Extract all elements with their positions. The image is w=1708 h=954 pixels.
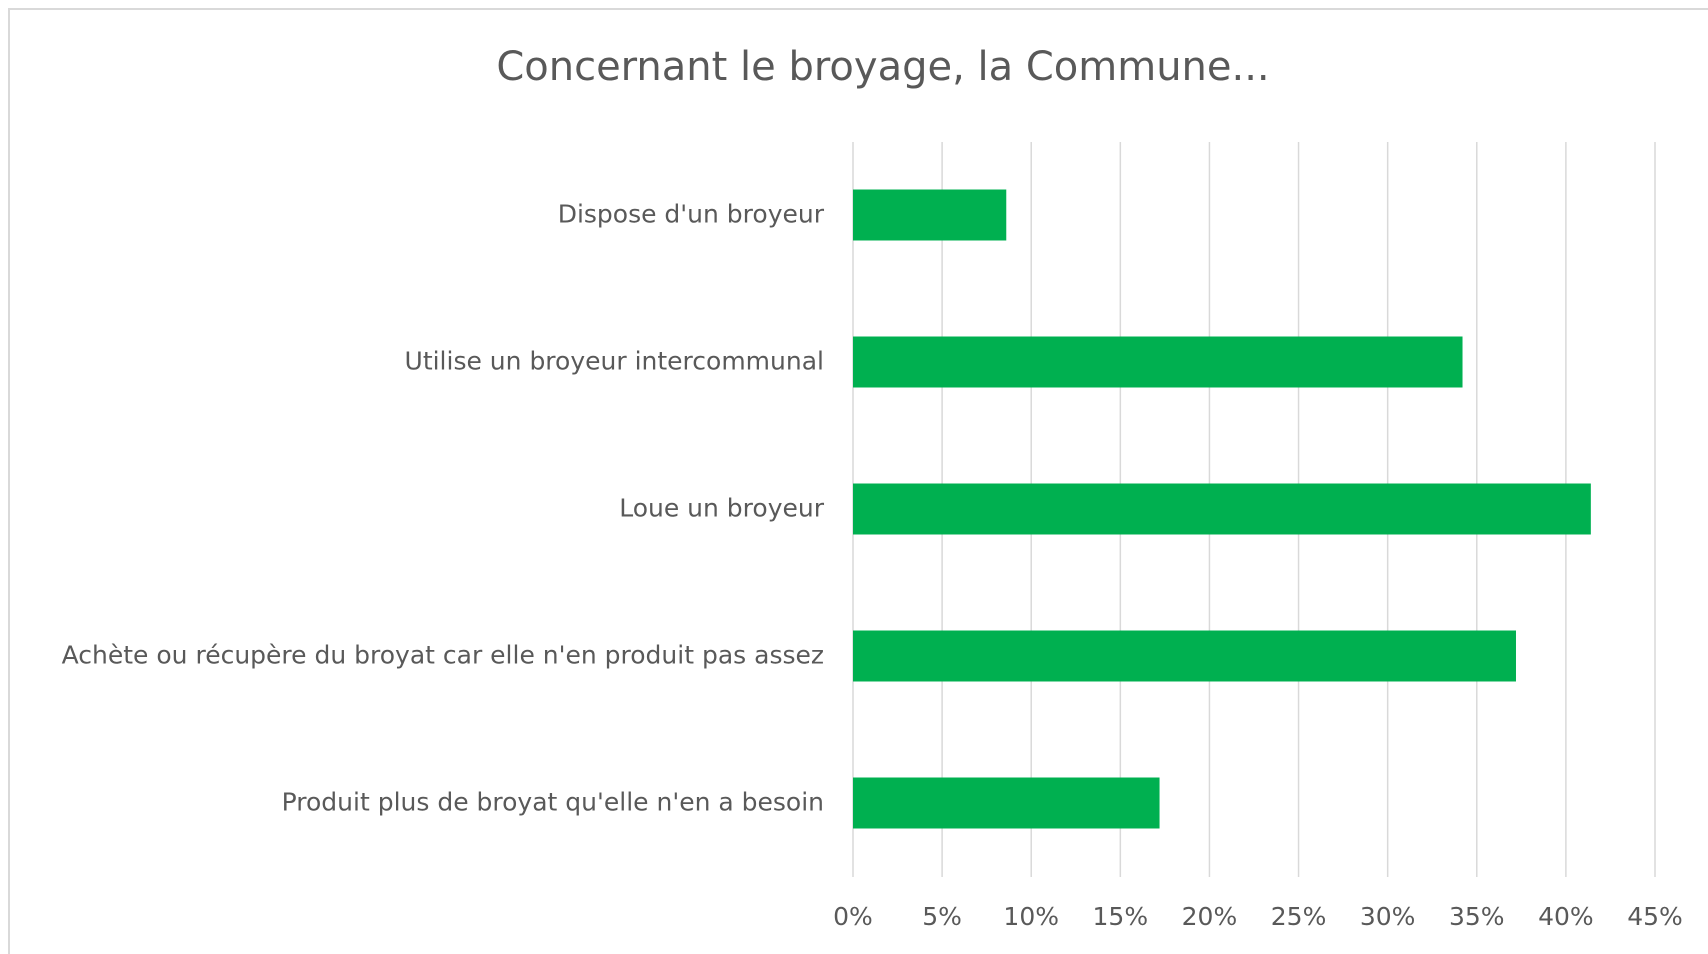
y-tick-label: Achète ou récupère du broyat car elle n'… — [62, 641, 824, 670]
x-tick-label: 30% — [1360, 902, 1416, 931]
bar — [853, 630, 1516, 682]
x-tick-label: 20% — [1182, 902, 1238, 931]
chart-frame — [8, 8, 1708, 954]
x-tick-label: 10% — [1003, 902, 1059, 931]
y-tick-label: Produit plus de broyat qu'elle n'en a be… — [282, 788, 824, 817]
x-tick-label: 45% — [1627, 902, 1683, 931]
bar — [853, 777, 1160, 829]
y-tick-label: Loue un broyeur — [619, 494, 825, 523]
bar — [853, 336, 1463, 388]
x-tick-label: 35% — [1449, 902, 1505, 931]
y-tick-label: Utilise un broyeur intercommunal — [405, 347, 824, 376]
x-tick-label: 0% — [833, 902, 873, 931]
chart-title: Concernant le broyage, la Commune... — [496, 44, 1269, 90]
x-tick-label: 25% — [1271, 902, 1327, 931]
x-tick-label: 5% — [922, 902, 962, 931]
y-tick-label: Dispose d'un broyeur — [558, 200, 825, 229]
bar — [853, 483, 1591, 535]
x-tick-label: 15% — [1093, 902, 1149, 931]
x-tick-label: 40% — [1538, 902, 1594, 931]
bar — [853, 189, 1007, 241]
